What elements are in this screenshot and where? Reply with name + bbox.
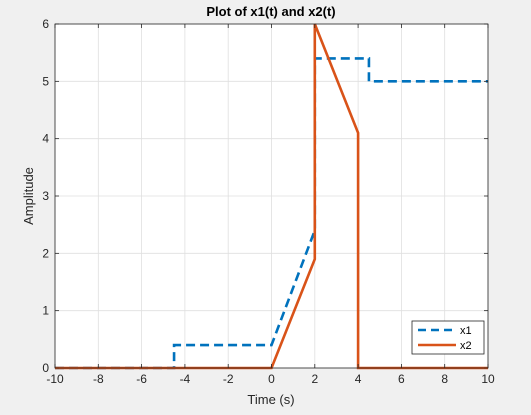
x-tick-label: 10 (481, 372, 495, 386)
x-tick-label: -2 (223, 372, 234, 386)
y-tick-label: 3 (42, 189, 49, 203)
x-tick-label: 0 (268, 372, 275, 386)
y-tick-label: 4 (42, 132, 49, 146)
legend-label-x2: x2 (460, 340, 472, 352)
x-tick-label: 6 (398, 372, 405, 386)
x-tick-label: -4 (180, 372, 191, 386)
chart-title: Plot of x1(t) and x2(t) (206, 4, 335, 19)
y-tick-label: 5 (42, 74, 49, 88)
x-tick-label: 2 (311, 372, 318, 386)
y-axis-label: Amplitude (21, 167, 36, 225)
y-tick-label: 6 (42, 17, 49, 31)
y-tick-label: 0 (42, 361, 49, 375)
y-tick-label: 1 (42, 304, 49, 318)
legend-box (411, 320, 485, 355)
x-tick-label: -10 (46, 372, 64, 386)
x-tick-label: -6 (136, 372, 147, 386)
legend: x1 x2 (411, 320, 485, 355)
legend-label-x1: x1 (460, 325, 472, 337)
series-line-x1 (55, 57, 488, 370)
axis-ticks: -10 -8 -6 -4 -2 0 2 4 6 8 10 0 1 2 3 4 5 6 (42, 17, 495, 386)
x-tick-label: -8 (93, 372, 104, 386)
x-tick-label: 8 (441, 372, 448, 386)
x-tick-label: 4 (355, 372, 362, 386)
x-axis-label: Time (s) (247, 392, 294, 407)
y-tick-label: 2 (42, 246, 49, 260)
